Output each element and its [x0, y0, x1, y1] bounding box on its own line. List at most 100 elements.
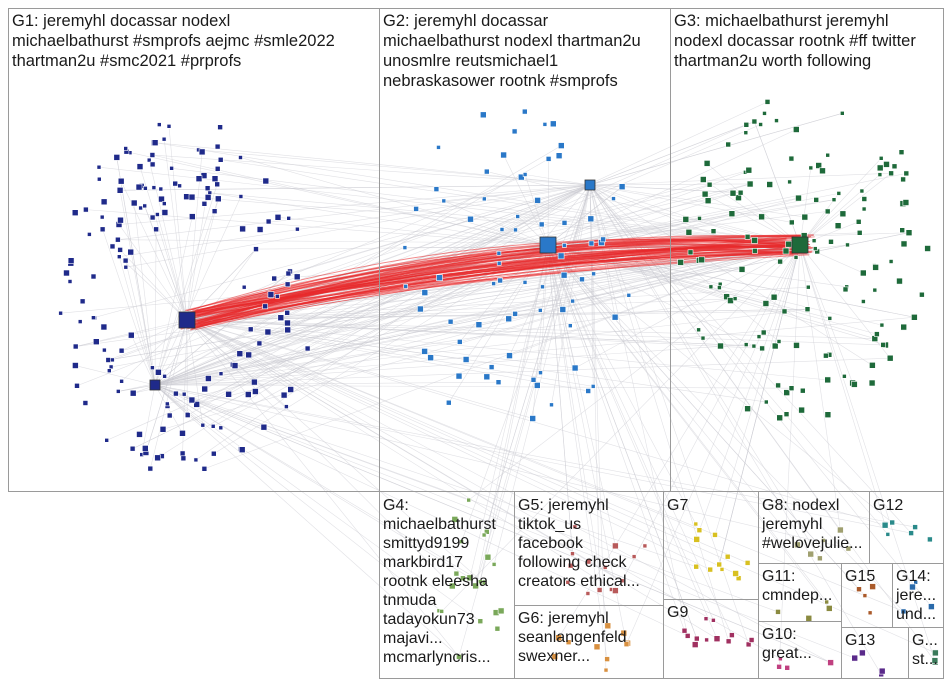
group-panel-g2 — [379, 8, 671, 492]
edge-grey-28 — [154, 381, 499, 386]
node-473 — [885, 532, 891, 537]
node-199 — [402, 245, 408, 250]
node-481 — [909, 583, 916, 591]
node-340 — [856, 230, 863, 236]
node-356 — [762, 300, 770, 307]
edge-grey-26 — [799, 158, 882, 246]
node-241 — [417, 305, 424, 313]
node-72 — [252, 388, 259, 395]
edge-grey-149 — [171, 167, 801, 246]
node-459 — [703, 616, 709, 622]
node-432 — [744, 560, 751, 566]
node-192 — [533, 382, 541, 389]
edge-grey-349 — [589, 184, 721, 347]
node-170 — [491, 281, 496, 286]
node-337 — [788, 155, 795, 162]
node-83 — [158, 186, 164, 192]
edge-grey-305 — [589, 184, 781, 262]
node-395 — [483, 528, 490, 535]
node-213 — [483, 373, 491, 381]
node-152 — [90, 273, 97, 280]
node-23 — [161, 209, 169, 216]
node-149 — [107, 368, 112, 374]
edge-grey-13 — [154, 384, 442, 612]
node-157 — [155, 368, 162, 376]
node-265 — [842, 373, 847, 379]
node-461 — [776, 663, 782, 670]
node-399 — [494, 625, 501, 632]
node-455 — [704, 637, 709, 643]
node-260 — [758, 213, 765, 221]
node-447 — [837, 526, 844, 534]
node-404 — [439, 609, 445, 614]
edge-grey-359 — [154, 344, 747, 386]
node-289 — [751, 118, 758, 125]
edge-grey-325 — [547, 186, 623, 246]
node-217 — [456, 339, 463, 345]
node-425 — [603, 667, 609, 673]
node-155 — [247, 326, 254, 333]
node-67 — [117, 254, 122, 259]
node-57 — [262, 303, 269, 310]
node-236 — [515, 214, 521, 219]
node-160 — [293, 273, 301, 281]
node-209 — [413, 206, 419, 212]
edge-grey-277 — [154, 196, 242, 386]
node-437 — [719, 567, 725, 572]
node-477 — [851, 654, 859, 662]
node-168 — [231, 362, 239, 369]
node-443 — [807, 550, 815, 558]
node-93 — [169, 166, 174, 171]
node-253 — [744, 405, 751, 413]
node-359 — [738, 266, 746, 273]
node-325 — [815, 162, 823, 169]
node-366 — [839, 210, 847, 218]
node-106 — [264, 328, 272, 336]
node-398 — [477, 618, 484, 625]
node-409 — [585, 558, 592, 565]
edge-grey-226 — [589, 184, 748, 238]
node-374 — [788, 219, 795, 226]
edge-grey-213 — [278, 217, 549, 246]
edge-grey-269 — [117, 239, 801, 246]
node-363 — [729, 189, 737, 197]
node-424 — [620, 629, 628, 637]
edge-grey-278 — [157, 214, 188, 321]
edge-grey-267 — [118, 224, 188, 321]
node-338 — [766, 181, 774, 188]
node-422 — [604, 656, 610, 662]
node-419 — [567, 562, 574, 569]
node-266 — [839, 111, 845, 116]
node-138 — [79, 298, 86, 305]
edge-grey-240 — [799, 167, 812, 246]
edge-grey-337 — [93, 184, 591, 319]
edge-grey-15 — [154, 121, 755, 386]
node-478 — [859, 649, 866, 657]
node-53 — [72, 343, 79, 350]
node-307 — [696, 327, 701, 333]
edge-grey-191 — [186, 319, 936, 654]
edge-grey-225 — [240, 157, 549, 246]
node-39 — [142, 203, 147, 209]
edge-grey-108 — [589, 172, 892, 186]
node-232 — [500, 151, 507, 159]
node-328 — [824, 208, 831, 215]
edge-grey-111 — [547, 244, 718, 639]
node-388 — [453, 570, 460, 577]
node-318 — [879, 322, 885, 328]
edge-grey-304 — [154, 277, 440, 386]
node-296 — [924, 245, 931, 252]
node-8 — [211, 450, 217, 457]
node-220 — [557, 252, 565, 260]
node-55 — [193, 457, 199, 463]
edge-red-50 — [199, 251, 808, 327]
edge-red-49 — [186, 251, 788, 330]
edge-grey-145 — [119, 249, 188, 321]
node-2 — [136, 163, 144, 170]
node-144 — [195, 175, 203, 182]
node-408 — [619, 578, 625, 584]
node-283 — [783, 389, 791, 396]
node-44 — [130, 199, 138, 207]
node-429 — [565, 639, 572, 646]
node-132 — [184, 412, 191, 418]
